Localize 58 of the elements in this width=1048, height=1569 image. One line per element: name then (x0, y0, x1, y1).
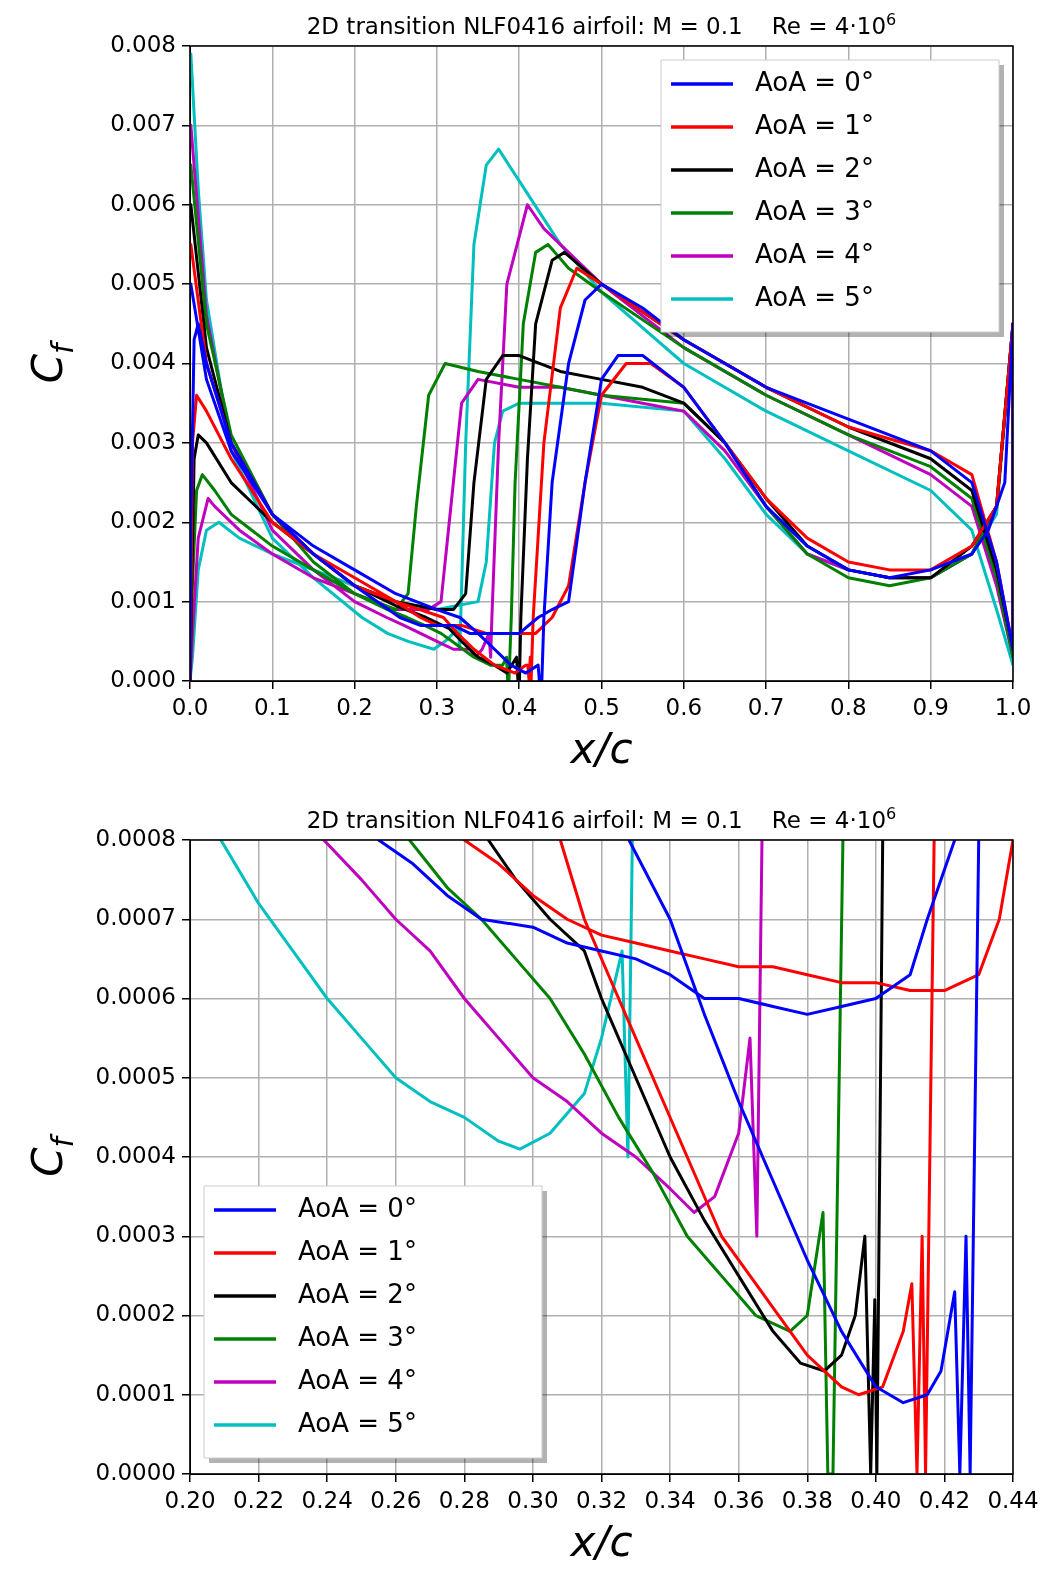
x-tick-label: 0.30 (507, 1486, 559, 1513)
y-tick-label: 0.0006 (95, 983, 176, 1010)
x-tick-label: 1.0 (994, 693, 1032, 720)
x-tick-label: 0.38 (781, 1486, 833, 1513)
y-tick-label: 0.0002 (95, 1300, 176, 1327)
x-axis-title: x/c (568, 724, 633, 773)
x-tick-label: 0.40 (850, 1486, 902, 1513)
legend-label: AoA = 5° (755, 281, 874, 312)
x-tick-label: 0.20 (164, 1486, 216, 1513)
x-tick-label: 0.44 (987, 1486, 1039, 1513)
x-tick-label: 0.5 (583, 693, 620, 720)
y-tick-label: 0.0007 (95, 904, 176, 931)
legend-label: AoA = 2° (755, 152, 874, 183)
y-tick-label: 0.002 (110, 507, 176, 534)
y-tick-label: 0.0000 (95, 1458, 176, 1485)
x-tick-label: 0.42 (918, 1486, 971, 1513)
x-tick-label: 0.24 (301, 1486, 353, 1513)
y-tick-label: 0.003 (110, 427, 176, 454)
x-axis-title: x/c (568, 1517, 633, 1566)
legend-label: AoA = 0° (298, 1192, 417, 1223)
legend-label: AoA = 3° (755, 195, 874, 226)
x-tick-label: 0.2 (336, 693, 373, 720)
y-tick-label: 0.005 (110, 269, 176, 296)
y-tick-label: 0.001 (110, 586, 176, 613)
y-tick-label: 0.004 (110, 348, 176, 375)
legend-label: AoA = 1° (298, 1235, 417, 1266)
y-tick-label: 0.0001 (95, 1379, 176, 1406)
x-tick-label: 0.4 (500, 693, 538, 720)
y-tick-label: 0.0004 (95, 1141, 176, 1168)
legend-label: AoA = 3° (298, 1321, 417, 1352)
y-axis-title: Cf (23, 1132, 80, 1177)
legend-label: AoA = 5° (298, 1407, 417, 1438)
y-tick-label: 0.0003 (95, 1221, 176, 1248)
y-tick-label: 0.000 (110, 665, 176, 692)
y-tick-label: 0.008 (110, 30, 176, 57)
y-axis-title: Cf (23, 339, 80, 384)
y-tick-label: 0.0005 (95, 1062, 176, 1089)
y-tick-label: 0.007 (110, 110, 176, 137)
y-tick-label: 0.0008 (95, 824, 176, 851)
x-tick-label: 0.3 (418, 693, 456, 720)
x-tick-label: 0.34 (644, 1486, 696, 1513)
x-tick-label: 0.36 (713, 1486, 765, 1513)
x-tick-label: 0.28 (438, 1486, 490, 1513)
legend-label: AoA = 4° (298, 1364, 417, 1395)
x-tick-label: 0.9 (912, 693, 949, 720)
x-tick-label: 0.22 (232, 1486, 285, 1513)
x-tick-label: 0.0 (171, 693, 209, 720)
legend-label: AoA = 0° (755, 66, 874, 97)
legend-label: AoA = 2° (298, 1278, 417, 1309)
legend-label: AoA = 4° (755, 238, 874, 269)
x-tick-label: 0.7 (747, 693, 785, 720)
y-tick-label: 0.006 (110, 189, 176, 216)
x-tick-label: 0.1 (254, 693, 291, 720)
x-tick-label: 0.6 (665, 693, 703, 720)
x-tick-label: 0.26 (370, 1486, 422, 1513)
x-tick-label: 0.32 (575, 1486, 628, 1513)
x-tick-label: 0.8 (830, 693, 867, 720)
legend-label: AoA = 1° (755, 109, 874, 140)
